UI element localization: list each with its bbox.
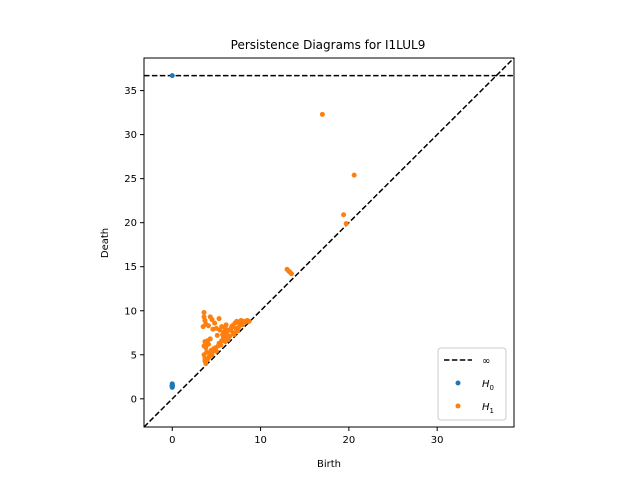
point-h1 (209, 317, 215, 323)
point-h1 (203, 361, 209, 367)
y-tick-label: 20 (124, 218, 137, 229)
point-h1 (343, 221, 349, 227)
chart-title: Persistence Diagrams for I1LUL9 (231, 38, 426, 52)
y-tick-label: 5 (131, 350, 137, 361)
legend-label: H0 (482, 379, 494, 392)
y-tick-label: 0 (131, 394, 137, 405)
point-h0 (169, 73, 175, 79)
point-h1 (205, 341, 211, 347)
legend-label: H1 (482, 402, 494, 415)
x-axis-label: Birth (317, 459, 341, 470)
plot-frame (143, 57, 515, 428)
y-tick-label: 10 (124, 306, 137, 317)
point-h1 (217, 327, 223, 333)
point-h1 (214, 332, 220, 338)
point-h1 (231, 332, 237, 338)
x-tick-label: 20 (343, 435, 356, 446)
y-tick-label: 30 (124, 130, 137, 141)
point-h1 (218, 342, 224, 348)
legend-h0-swatch (455, 380, 461, 386)
point-h1 (287, 269, 293, 275)
plot-area (144, 58, 514, 427)
x-tick-label: 0 (169, 435, 175, 446)
point-h1 (225, 337, 231, 343)
point-h1 (220, 332, 226, 338)
point-h1 (205, 323, 211, 329)
x-tick-label: 30 (431, 435, 444, 446)
point-h1 (223, 322, 229, 328)
y-tick-label: 35 (124, 86, 137, 97)
y-tick-label: 15 (124, 262, 137, 273)
legend-h1-swatch (455, 403, 461, 409)
point-h1 (213, 348, 219, 354)
point-h1 (204, 349, 210, 355)
point-h1 (351, 172, 357, 178)
point-h0 (169, 384, 175, 390)
point-h1 (341, 212, 347, 218)
point-h1 (246, 318, 252, 324)
point-h1 (212, 320, 218, 326)
x-tick-label: 10 (254, 435, 267, 446)
y-axis-label: Death (100, 228, 111, 258)
x-axis-ticks: 0 10 20 30 (169, 427, 444, 446)
point-h1 (203, 345, 209, 351)
y-tick-label: 25 (124, 174, 137, 185)
point-h1 (235, 328, 241, 334)
legend-box (437, 347, 507, 421)
y-axis-ticks: 0 5 10 15 20 25 30 35 (124, 86, 144, 405)
point-h1 (207, 336, 213, 342)
legend: ∞ H0 H1 (437, 347, 507, 421)
point-h1 (201, 310, 207, 316)
point-h1 (319, 111, 325, 117)
point-h1 (216, 316, 222, 322)
point-h1 (228, 324, 234, 330)
legend-label: ∞ (482, 356, 490, 367)
